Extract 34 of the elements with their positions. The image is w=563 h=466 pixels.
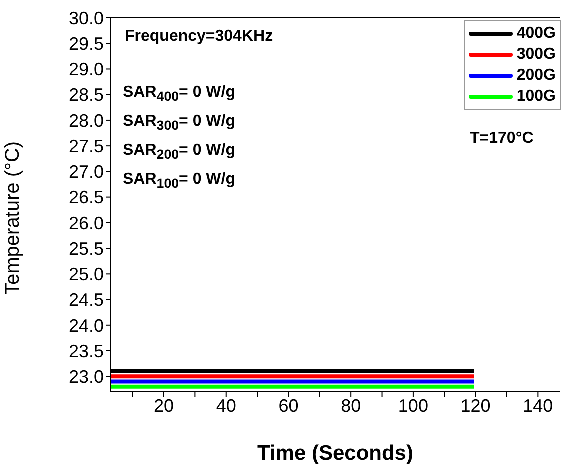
y-tick-label: 23.0 bbox=[68, 367, 104, 388]
x-tick-label: 60 bbox=[278, 396, 299, 416]
annotation: Frequency=304KHz bbox=[125, 28, 274, 46]
y-tick-label: 28.0 bbox=[68, 110, 104, 131]
y-tick-label: 29.5 bbox=[68, 34, 104, 54]
legend-label: 400G bbox=[516, 24, 556, 42]
y-tick-label: 27.0 bbox=[68, 162, 104, 182]
annotation: SAR$_{300}$= 0 W/g bbox=[123, 113, 236, 134]
y-axis-title: Temperature (°C) bbox=[2, 141, 24, 295]
y-tick-label: 23.5 bbox=[68, 341, 104, 362]
legend-label: 100G bbox=[516, 88, 556, 106]
y-tick-label: 30.0 bbox=[68, 8, 104, 28]
legend-label: 200G bbox=[516, 66, 556, 84]
y-tick-label: 29.0 bbox=[68, 60, 104, 80]
y-tick-label: 25.5 bbox=[68, 238, 104, 259]
y-tick-label: 28.5 bbox=[68, 85, 104, 106]
annotation: T=170°C bbox=[470, 130, 534, 148]
y-tick-label: 26.5 bbox=[68, 188, 104, 208]
y-tick-label: 24.5 bbox=[68, 290, 104, 310]
x-tick-label: 80 bbox=[341, 396, 362, 416]
y-tick-label: 26.0 bbox=[68, 213, 104, 234]
y-tick-label: 27.5 bbox=[68, 136, 104, 156]
y-tick-label: 25.0 bbox=[68, 264, 104, 285]
x-axis-title: Time (Seconds) bbox=[258, 442, 414, 465]
legend-label: 300G bbox=[516, 46, 556, 64]
annotation: SAR$_{100}$= 0 W/g bbox=[123, 171, 236, 192]
annotation: SAR$_{200}$= 0 W/g bbox=[123, 142, 236, 162]
y-tick-label: 24.0 bbox=[68, 316, 104, 336]
x-tick-label: 100 bbox=[398, 396, 428, 416]
x-tick-label: 20 bbox=[154, 396, 174, 416]
x-tick-label: 40 bbox=[216, 396, 236, 416]
x-tick-label: 120 bbox=[460, 396, 491, 416]
annotation: SAR$_{400}$= 0 W/g bbox=[123, 84, 236, 104]
x-tick-label: 140 bbox=[523, 396, 554, 416]
